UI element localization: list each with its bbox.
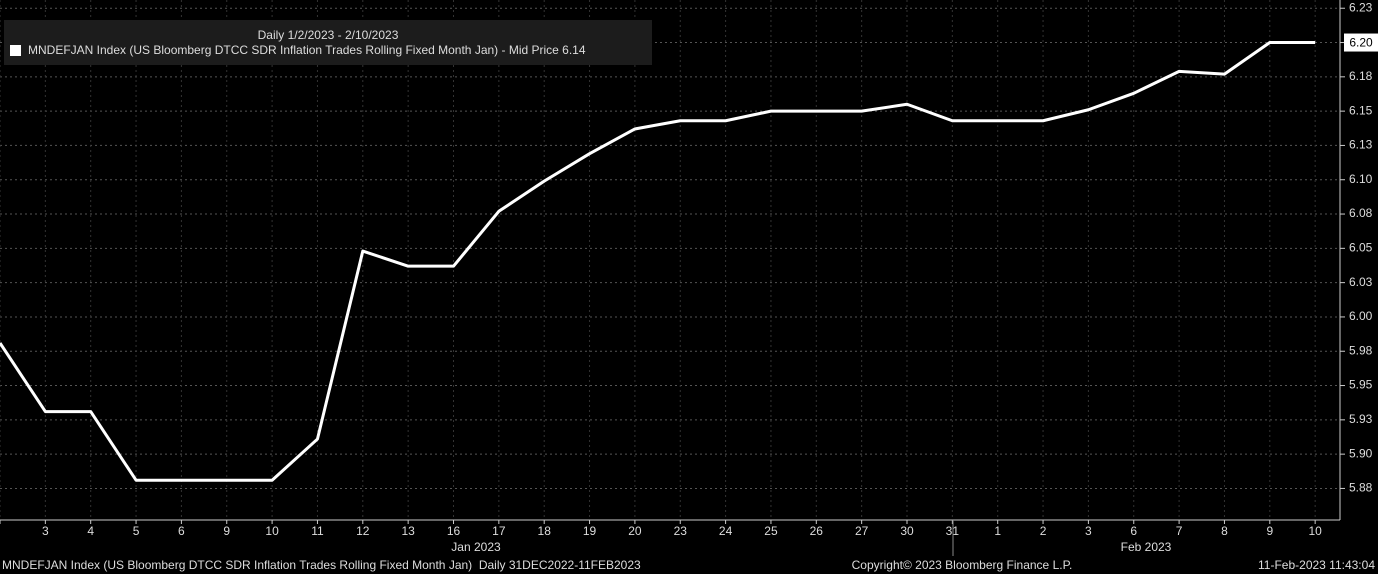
x-tick-label: 9	[1266, 524, 1273, 538]
x-tick-label: 23	[674, 524, 688, 538]
x-tick-label: 12	[356, 524, 370, 538]
y-tick-label: 6.13	[1349, 138, 1373, 152]
y-tick-label: 5.98	[1349, 343, 1373, 357]
x-tick-label: 10	[1308, 524, 1322, 538]
x-tick-label: 1	[994, 524, 1001, 538]
legend-box	[4, 20, 652, 65]
y-tick-label: 6.00	[1349, 309, 1373, 323]
y-tick-label: 5.95	[1349, 378, 1373, 392]
footer-right: 11-Feb-2023 11:43:04	[1258, 558, 1375, 572]
x-tick-label: 19	[583, 524, 597, 538]
legend-label: MNDEFJAN Index (US Bloomberg DTCC SDR In…	[28, 43, 586, 57]
legend-header: Daily 1/2/2023 - 2/10/2023	[258, 28, 399, 42]
y-tick-label: 5.88	[1349, 481, 1373, 495]
y-tick-label: 6.15	[1349, 103, 1373, 117]
legend-swatch	[10, 45, 21, 56]
y-tick-label: 5.93	[1349, 412, 1373, 426]
x-tick-label: 7	[1176, 524, 1183, 538]
x-tick-label: 30	[900, 524, 914, 538]
y-tick-label: 6.03	[1349, 275, 1373, 289]
footer-left: MNDEFJAN Index (US Bloomberg DTCC SDR In…	[2, 558, 641, 572]
x-tick-label: 8	[1221, 524, 1228, 538]
month-label: Jan 2023	[451, 540, 501, 554]
x-tick-label: 2	[1040, 524, 1047, 538]
series-line	[0, 41, 1316, 482]
footer-center: Copyright© 2023 Bloomberg Finance L.P.	[852, 558, 1073, 572]
x-tick-label: 18	[538, 524, 552, 538]
x-tick-label: 9	[223, 524, 230, 538]
month-label: Feb 2023	[1121, 540, 1172, 554]
x-tick-label: 11	[311, 524, 324, 538]
last-price-box	[1344, 33, 1378, 52]
x-tick-label: 16	[447, 524, 461, 538]
y-tick-label: 5.90	[1349, 446, 1373, 460]
y-tick-label: 6.18	[1349, 69, 1373, 83]
x-tick-label: 10	[265, 524, 279, 538]
x-tick-label: 3	[42, 524, 49, 538]
y-tick-label: 6.05	[1349, 241, 1373, 255]
x-tick-label: 6	[178, 524, 185, 538]
x-tick-label: 4	[87, 524, 94, 538]
x-tick-label: 20	[628, 524, 642, 538]
y-tick-label: 6.08	[1349, 206, 1373, 220]
y-tick-label: 6.23	[1349, 0, 1373, 14]
x-tick-label: 5	[133, 524, 140, 538]
x-tick-label: 17	[492, 524, 506, 538]
x-tick-label: 25	[764, 524, 778, 538]
x-tick-label: 27	[855, 524, 869, 538]
x-tick-label: 6	[1130, 524, 1137, 538]
x-tick-label: 26	[810, 524, 824, 538]
x-tick-label: 13	[401, 524, 415, 538]
x-tick-label: 24	[719, 524, 733, 538]
last-price-label: 6.20	[1349, 36, 1373, 50]
x-tick-label: 3	[1085, 524, 1092, 538]
y-tick-label: 6.10	[1349, 172, 1373, 186]
